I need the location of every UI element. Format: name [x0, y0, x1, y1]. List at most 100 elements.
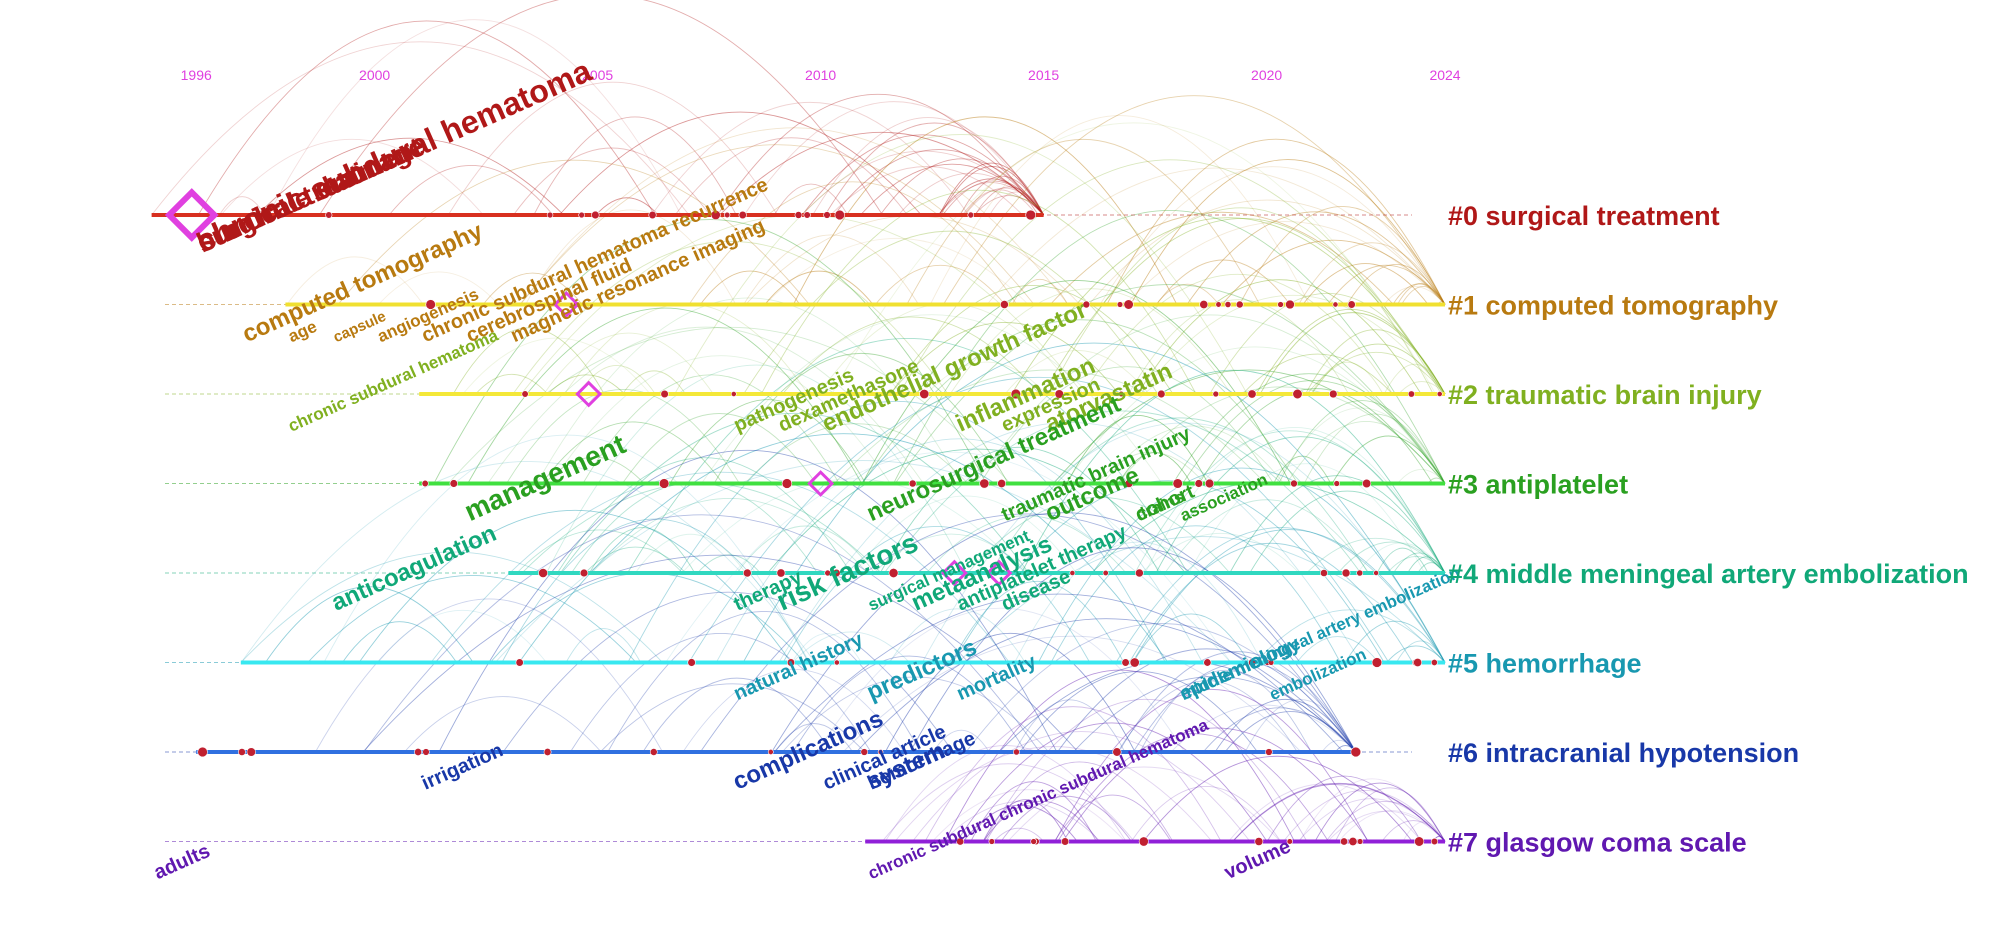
- keyword-node[interactable]: [1138, 836, 1149, 847]
- keyword-node[interactable]: [1348, 836, 1358, 847]
- keyword-node[interactable]: [1407, 390, 1415, 398]
- keyword-node[interactable]: [421, 479, 429, 488]
- keyword-node[interactable]: [1356, 569, 1364, 577]
- keyword-node[interactable]: [1129, 657, 1140, 668]
- keyword-node[interactable]: [833, 659, 840, 666]
- keyword-node[interactable]: [834, 209, 845, 221]
- keyword-node[interactable]: [919, 389, 930, 399]
- keyword-node[interactable]: [658, 478, 670, 489]
- keyword-node[interactable]: [724, 211, 731, 219]
- keyword-node[interactable]: [1203, 658, 1212, 667]
- keyword-node[interactable]: [1116, 301, 1124, 308]
- keyword-node[interactable]: [1371, 657, 1383, 668]
- keyword-node[interactable]: [515, 658, 524, 667]
- keyword-node[interactable]: [1212, 390, 1220, 398]
- keyword-node[interactable]: [521, 390, 529, 398]
- keyword-node[interactable]: [908, 479, 917, 488]
- keyword-node[interactable]: [738, 210, 747, 220]
- keyword-node[interactable]: [1215, 301, 1222, 308]
- keyword-node[interactable]: [1204, 478, 1215, 489]
- keyword-node[interactable]: [1290, 479, 1298, 488]
- keyword-node[interactable]: [1123, 299, 1134, 310]
- keyword-node[interactable]: [197, 746, 208, 758]
- keyword-node[interactable]: [767, 749, 774, 755]
- keyword-node[interactable]: [956, 837, 965, 846]
- keyword-node[interactable]: [648, 210, 657, 220]
- keyword-node[interactable]: [1224, 301, 1232, 308]
- keyword-node[interactable]: [997, 479, 1007, 488]
- keyword-node[interactable]: [1121, 658, 1130, 667]
- keyword-node[interactable]: [1436, 391, 1443, 397]
- keyword-node[interactable]: [1013, 748, 1020, 756]
- keyword-node[interactable]: [538, 568, 548, 578]
- keyword-node[interactable]: [1000, 300, 1009, 309]
- keyword-node[interactable]: [794, 211, 803, 219]
- keyword-node[interactable]: [1414, 836, 1425, 847]
- keyword-node[interactable]: [1320, 569, 1328, 577]
- keyword-node[interactable]: [591, 210, 600, 220]
- keyword-node[interactable]: [687, 658, 696, 667]
- keyword-node[interactable]: [425, 299, 436, 310]
- keyword-node[interactable]: [1082, 300, 1091, 309]
- keyword-node[interactable]: [546, 211, 554, 219]
- keyword-node[interactable]: [979, 478, 990, 489]
- keyword-node[interactable]: [1069, 570, 1076, 576]
- keyword-node[interactable]: [1413, 658, 1423, 667]
- keyword-node[interactable]: [1112, 747, 1122, 757]
- keyword-node[interactable]: [1341, 568, 1351, 578]
- keyword-node[interactable]: [823, 211, 831, 219]
- keyword-node[interactable]: [1267, 659, 1275, 666]
- keyword-node[interactable]: [1347, 300, 1356, 309]
- keyword-node[interactable]: [1135, 568, 1144, 578]
- keyword-node[interactable]: [238, 748, 246, 756]
- keyword-node[interactable]: [742, 568, 752, 578]
- keyword-node[interactable]: [1430, 837, 1439, 846]
- keyword-node[interactable]: [1373, 570, 1379, 576]
- keyword-node[interactable]: [1025, 209, 1036, 221]
- keyword-node[interactable]: [776, 568, 786, 578]
- keyword-node[interactable]: [1340, 837, 1349, 846]
- keyword-node[interactable]: [860, 748, 869, 756]
- keyword-node[interactable]: [710, 210, 721, 220]
- keyword-node[interactable]: [967, 211, 975, 219]
- keyword-node[interactable]: [1265, 748, 1273, 756]
- keyword-node[interactable]: [1333, 480, 1341, 487]
- keyword-node[interactable]: [888, 568, 899, 578]
- keyword-node[interactable]: [1235, 300, 1244, 309]
- keyword-node[interactable]: [1350, 746, 1362, 758]
- keyword-node[interactable]: [579, 568, 589, 578]
- keyword-node[interactable]: [1199, 300, 1209, 309]
- keyword-node[interactable]: [414, 748, 422, 756]
- keyword-node[interactable]: [246, 747, 256, 757]
- keyword-node[interactable]: [1328, 389, 1338, 399]
- keyword-node[interactable]: [449, 479, 458, 488]
- keyword-node[interactable]: [1285, 299, 1295, 310]
- keyword-node[interactable]: [1054, 389, 1064, 399]
- keyword-node[interactable]: [877, 749, 884, 755]
- keyword-node[interactable]: [1118, 390, 1125, 398]
- keyword-node[interactable]: [660, 389, 669, 399]
- keyword-node[interactable]: [1102, 569, 1109, 577]
- keyword-node[interactable]: [1030, 838, 1037, 845]
- keyword-node[interactable]: [786, 658, 796, 667]
- keyword-node[interactable]: [1124, 479, 1134, 488]
- keyword-node[interactable]: [832, 568, 841, 578]
- keyword-node[interactable]: [1172, 478, 1183, 489]
- keyword-node[interactable]: [1010, 388, 1022, 400]
- keyword-node[interactable]: [1247, 389, 1257, 399]
- keyword-node[interactable]: [1194, 479, 1203, 488]
- keyword-node[interactable]: [803, 211, 811, 219]
- keyword-node[interactable]: [1157, 389, 1166, 399]
- keyword-node[interactable]: [781, 478, 793, 489]
- keyword-node[interactable]: [1277, 301, 1284, 308]
- keyword-node[interactable]: [824, 569, 832, 577]
- keyword-node[interactable]: [1286, 838, 1293, 845]
- keyword-node[interactable]: [1292, 388, 1303, 400]
- keyword-node[interactable]: [988, 838, 996, 845]
- keyword-node[interactable]: [1254, 837, 1264, 846]
- keyword-node[interactable]: [1356, 838, 1364, 845]
- keyword-node[interactable]: [325, 211, 333, 219]
- keyword-node[interactable]: [543, 748, 552, 756]
- keyword-node[interactable]: [1248, 658, 1257, 667]
- keyword-node[interactable]: [1362, 478, 1372, 489]
